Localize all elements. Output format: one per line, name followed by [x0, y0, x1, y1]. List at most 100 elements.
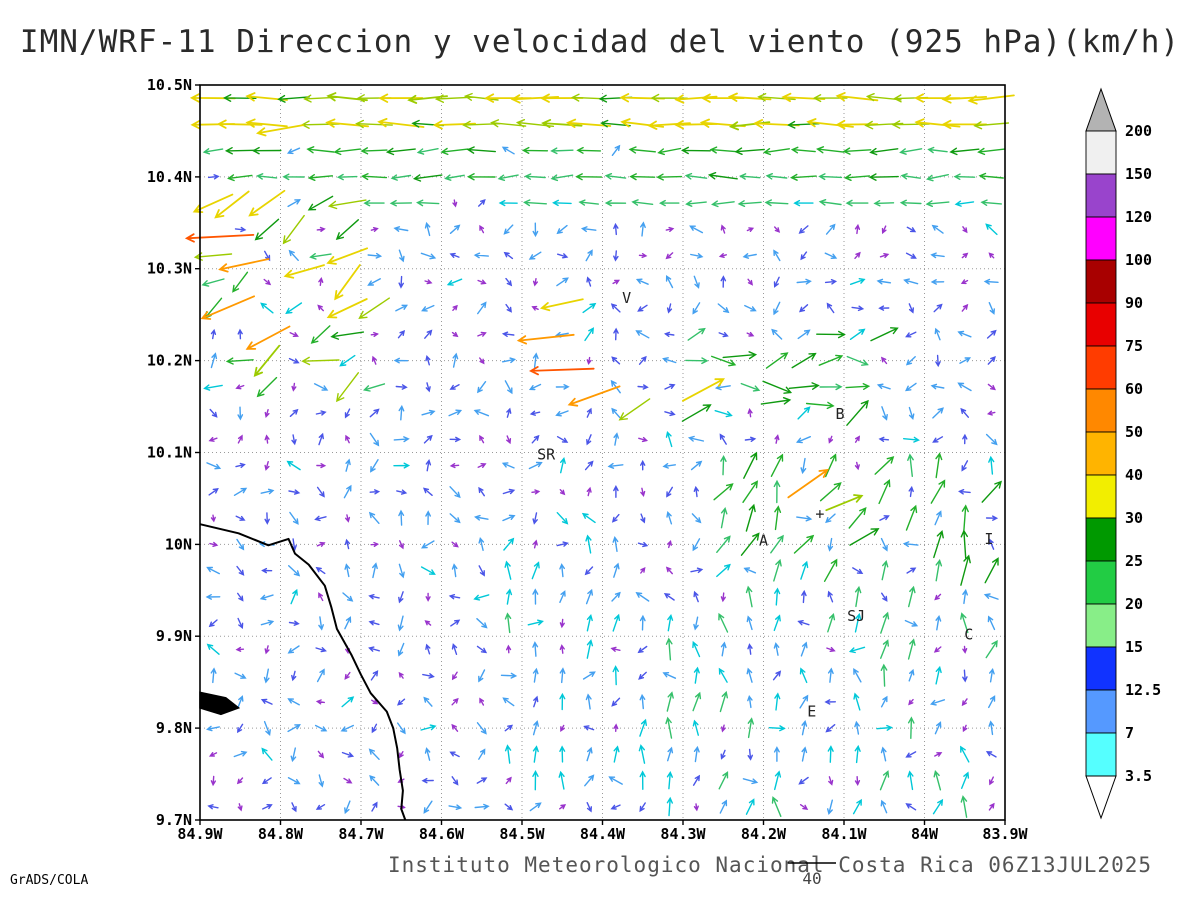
- wind-vector: [421, 777, 434, 784]
- wind-vector: [368, 594, 380, 600]
- wind-vector: [880, 663, 888, 687]
- wind-vector: [961, 504, 969, 531]
- wind-vector: [363, 199, 385, 207]
- wind-vector: [933, 529, 944, 559]
- wind-vector: [930, 252, 945, 259]
- wind-vector: [506, 407, 512, 418]
- wind-vector: [395, 304, 409, 312]
- wind-vector: [852, 567, 864, 575]
- wind-vector: [665, 637, 673, 661]
- colorbar-band: [1085, 560, 1117, 605]
- wind-vector: [848, 507, 867, 529]
- wind-vector: [282, 173, 305, 181]
- wind-vector: [664, 410, 676, 417]
- wind-vector: [289, 511, 299, 525]
- wind-vector: [719, 799, 728, 814]
- wind-vector: [774, 692, 781, 711]
- wind-vector: [289, 332, 299, 337]
- wind-vector: [906, 226, 917, 233]
- wind-vector: [932, 436, 944, 443]
- wind-vector: [869, 147, 899, 156]
- wind-vector: [557, 253, 569, 259]
- wind-vector: [905, 504, 918, 531]
- wind-vector: [797, 620, 810, 626]
- colorbar-level-label: 12.5: [1125, 681, 1161, 699]
- wind-vector: [370, 459, 379, 473]
- wind-vector: [960, 554, 971, 586]
- wind-vector: [934, 593, 942, 601]
- wind-vector: [210, 352, 218, 369]
- wind-vector: [740, 382, 761, 392]
- wind-vector: [503, 251, 514, 260]
- wind-vector: [343, 777, 353, 784]
- wind-vector: [318, 592, 324, 602]
- city-label-b: B: [835, 405, 844, 423]
- lon-tick-label: 84.9W: [177, 825, 223, 843]
- wind-vector: [398, 404, 405, 421]
- wind-vector: [914, 118, 961, 128]
- wind-vector: [930, 479, 946, 504]
- wind-vector: [981, 480, 1003, 503]
- wind-vector: [370, 541, 380, 547]
- wind-vector: [506, 435, 512, 445]
- wind-vector: [372, 562, 378, 579]
- wind-vector: [339, 354, 356, 367]
- wind-vector: [667, 614, 674, 632]
- wind-vector: [845, 383, 871, 390]
- wind-vector: [666, 510, 673, 525]
- wind-vector: [582, 302, 597, 314]
- wind-vector: [315, 410, 327, 416]
- wind-vector: [613, 222, 619, 236]
- wind-vector: [746, 615, 753, 631]
- wind-vector: [800, 641, 808, 657]
- wind-vector: [689, 225, 704, 234]
- wind-vector: [369, 408, 380, 418]
- wind-vector: [318, 616, 324, 631]
- wind-vector: [793, 534, 815, 554]
- wind-vector: [657, 147, 682, 156]
- wind-vector: [846, 399, 869, 426]
- wind-vector: [765, 173, 788, 180]
- wind-vector: [477, 331, 487, 337]
- wind-vector: [978, 172, 1004, 180]
- wind-vector: [421, 304, 435, 312]
- chart-title: IMN/WRF-11 Direccion y velocidad del vie…: [20, 24, 1180, 60]
- lon-tick-label: 84.2W: [741, 825, 787, 843]
- wind-vector: [961, 771, 970, 789]
- wind-vector: [987, 615, 996, 631]
- wind-vector-feature: [825, 494, 864, 512]
- wind-vector: [845, 199, 869, 207]
- wind-vector: [451, 671, 458, 681]
- wind-vector: [466, 173, 496, 181]
- wind-vector: [422, 673, 435, 679]
- wind-vector: [286, 147, 301, 155]
- wind-vector: [771, 328, 783, 340]
- wind-vector: [532, 352, 539, 368]
- wind-vector: [505, 303, 512, 313]
- wind-vector: [586, 802, 592, 813]
- wind-vector: [529, 802, 542, 812]
- wind-vector: [327, 199, 367, 210]
- wind-vector: [451, 697, 459, 706]
- wind-vector: [393, 226, 409, 232]
- wind-vector: [529, 410, 541, 416]
- wind-vector: [801, 720, 808, 736]
- city-label-c: C: [964, 625, 973, 643]
- wind-vector: [412, 174, 443, 182]
- wind-vector: [504, 380, 513, 395]
- wind-vector: [842, 147, 872, 155]
- wind-vector: [586, 356, 592, 366]
- wind-vector: [316, 226, 326, 232]
- wind-vector: [235, 384, 245, 390]
- wind-vector: [934, 752, 943, 757]
- wind-vector: [478, 199, 486, 207]
- wind-vector: [586, 407, 592, 418]
- wind-vector: [210, 775, 216, 787]
- wind-vector: [743, 567, 757, 574]
- wind-vector: [612, 613, 621, 632]
- wind-vector: [208, 619, 218, 628]
- wind-vector: [576, 146, 602, 154]
- wind-vector: [773, 276, 780, 288]
- wind-vector: [420, 252, 437, 260]
- wind-vector: [416, 199, 440, 207]
